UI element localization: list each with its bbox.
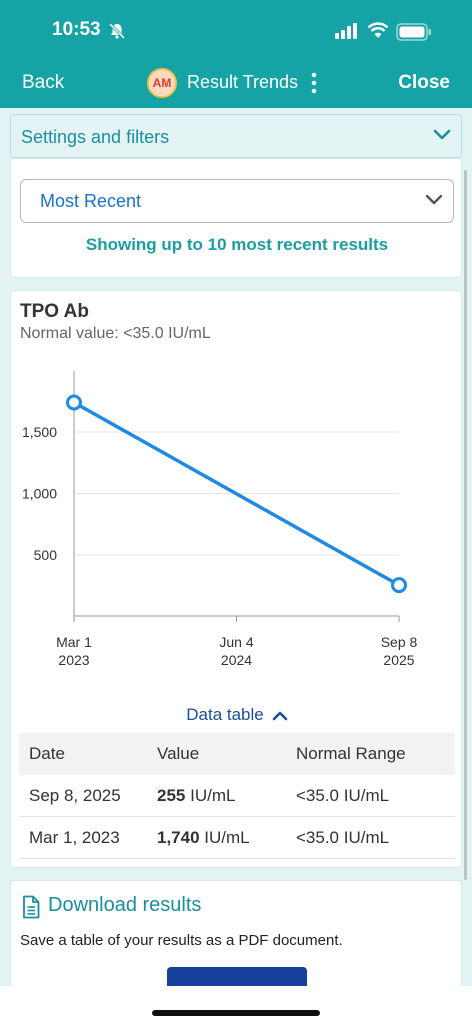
row-value: 255 IU/mL <box>157 786 296 806</box>
header-value: Value <box>157 744 200 763</box>
back-button[interactable]: Back <box>22 72 65 93</box>
x-tick-year-label: 2023 <box>58 652 89 668</box>
result-card: TPO Ab Normal value: <35.0 IU/mL 500 1,00… <box>10 290 462 868</box>
settings-filters-label: Settings and filters <box>21 127 170 147</box>
results-filter-select[interactable]: Most Recent <box>20 179 454 223</box>
download-results-link[interactable]: Download results <box>48 894 202 916</box>
data-point <box>391 577 407 594</box>
table-header: Date Value Normal Range <box>19 733 455 775</box>
status-time: 10:53 <box>52 19 101 40</box>
chevron-up-icon <box>272 711 288 721</box>
home-bar-area <box>0 986 472 1024</box>
x-tick-year-label: 2024 <box>221 652 252 668</box>
wifi-icon <box>367 22 389 38</box>
chevron-down-icon <box>425 194 443 205</box>
x-tick-label: Mar 1 <box>56 634 92 650</box>
page-title: Result Trends <box>187 72 299 92</box>
normal-value: Normal value: <35.0 IU/mL <box>20 325 211 342</box>
x-tick-label: Sep 8 <box>381 634 418 650</box>
row-value-unit: IU/mL <box>199 827 250 847</box>
close-button[interactable]: Close <box>398 72 450 93</box>
x-tick-label: Jun 4 <box>219 634 253 650</box>
series-line <box>72 400 401 587</box>
bell-off-icon <box>108 22 126 40</box>
results-table: Date Value Normal Range Sep 8, 2025 255 … <box>19 733 455 859</box>
settings-filters-toggle[interactable]: Settings and filters <box>10 114 462 158</box>
avatar[interactable]: AM <box>147 68 177 98</box>
app-header: 10:53 Back AM Result Trends Close <box>0 0 472 108</box>
scrollbar[interactable] <box>464 170 467 880</box>
header-date: Date <box>29 744 65 763</box>
header-range: Normal Range <box>296 744 406 763</box>
showing-results-note: Showing up to 10 most recent results <box>85 235 389 254</box>
download-description: Save a table of your results as a PDF do… <box>20 932 343 949</box>
chevron-down-icon <box>433 129 451 140</box>
row-value-number: 255 <box>157 785 186 805</box>
y-tick-label: 1,000 <box>22 486 57 502</box>
data-point <box>66 394 82 411</box>
row-date: Mar 1, 2023 <box>29 827 120 847</box>
results-filter-value: Most Recent <box>40 191 142 211</box>
document-icon <box>23 895 40 919</box>
more-options-icon[interactable] <box>309 72 319 94</box>
test-name: TPO Ab <box>20 301 89 322</box>
row-value-unit: IU/mL <box>185 785 236 805</box>
row-range: <35.0 IU/mL <box>296 827 390 847</box>
data-table-label: Data table <box>186 705 264 724</box>
data-table-toggle[interactable]: Data table <box>11 705 463 725</box>
signal-icon <box>335 23 357 39</box>
avatar-initials: AM <box>149 70 175 96</box>
y-tick-label: 1,500 <box>22 424 57 440</box>
table-row: Mar 1, 2023 1,740 IU/mL <35.0 IU/mL <box>19 817 455 859</box>
row-date: Sep 8, 2025 <box>29 785 121 805</box>
home-indicator[interactable] <box>152 1010 320 1016</box>
x-tick-year-label: 2025 <box>383 652 414 668</box>
row-range: <35.0 IU/mL <box>296 785 390 805</box>
row-value-number: 1,740 <box>157 827 200 847</box>
row-value: 1,740 IU/mL <box>157 828 296 848</box>
table-row: Sep 8, 2025 255 IU/mL <35.0 IU/mL <box>19 775 455 817</box>
filter-panel: Most Recent Showing up to 10 most recent… <box>10 158 462 278</box>
y-tick-label: 500 <box>34 547 58 563</box>
battery-icon <box>396 23 431 41</box>
trend-chart: 500 1,000 1,500 Mar 1 2023 Jun 4 2024 Sep 8 2025 <box>22 371 418 668</box>
